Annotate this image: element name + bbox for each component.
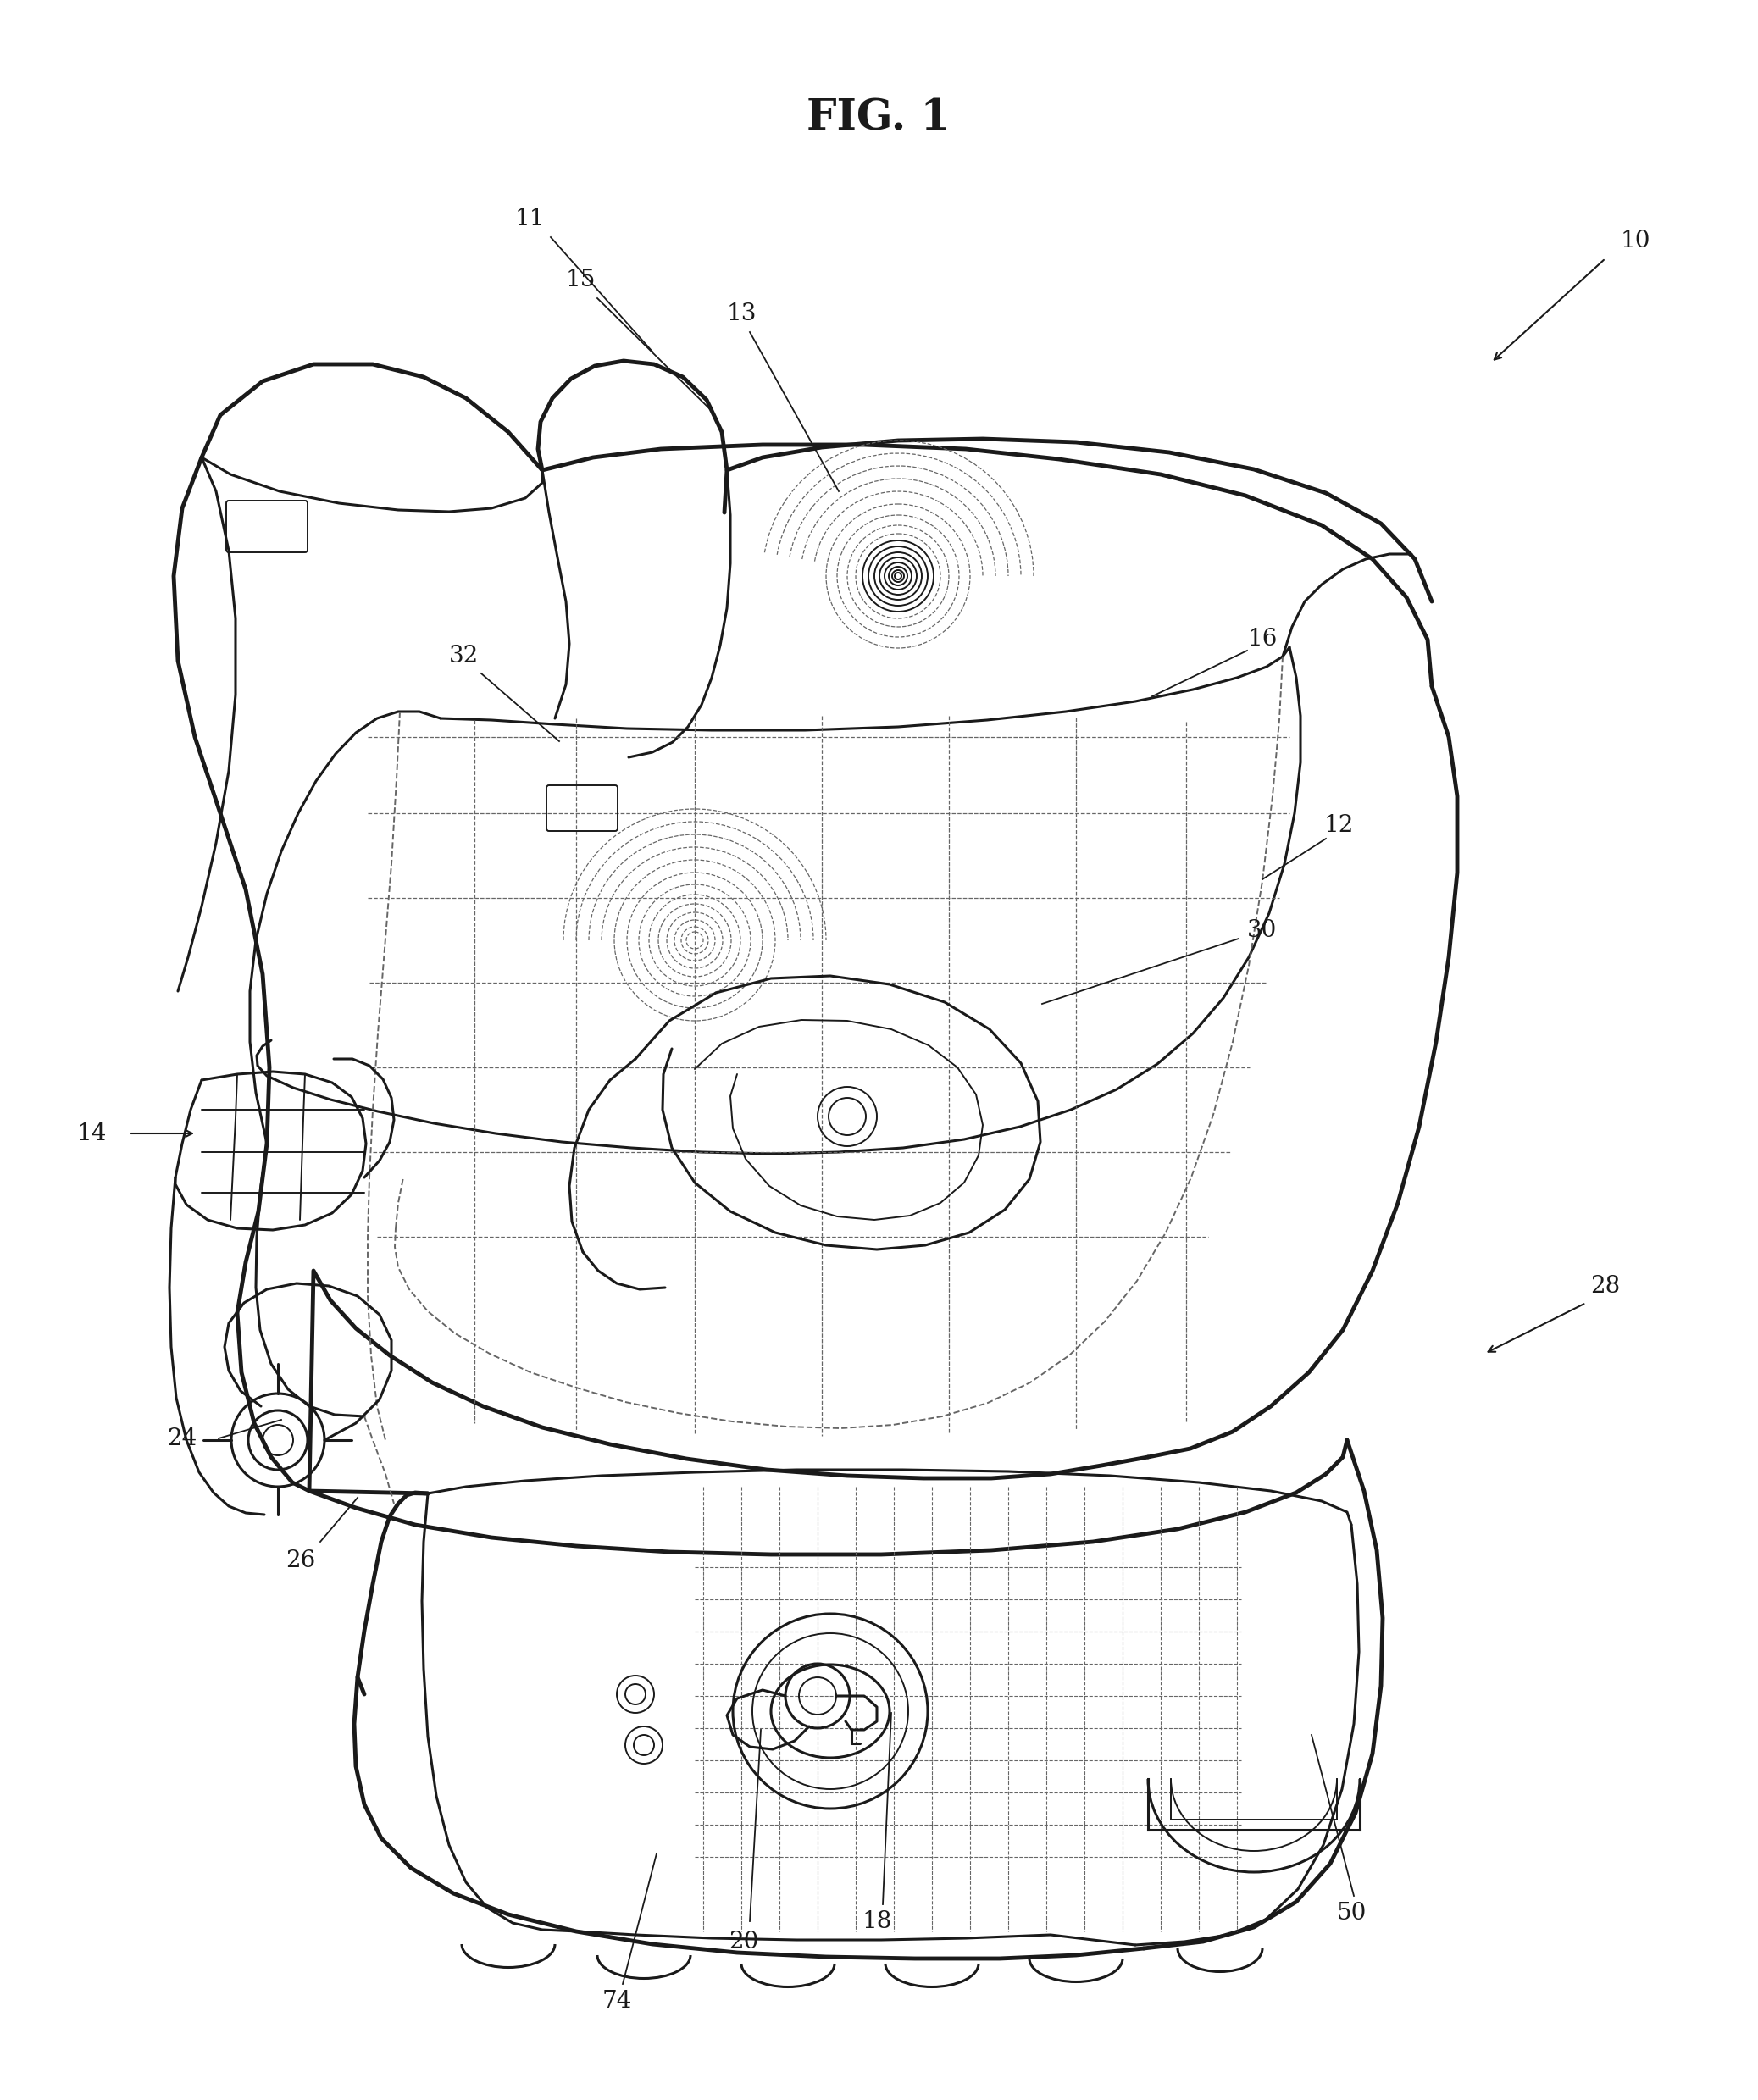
Text: 15: 15 [566, 269, 596, 292]
Text: 50: 50 [1336, 1900, 1366, 1924]
Text: 28: 28 [1591, 1275, 1621, 1298]
Text: 18: 18 [861, 1909, 891, 1932]
Text: 20: 20 [730, 1930, 759, 1953]
Text: 12: 12 [1324, 815, 1354, 838]
Text: 32: 32 [450, 645, 480, 668]
Text: 24: 24 [167, 1428, 197, 1449]
Text: 74: 74 [601, 1989, 631, 2012]
Text: 13: 13 [726, 302, 756, 326]
Text: 14: 14 [77, 1121, 107, 1144]
Text: 11: 11 [515, 208, 545, 231]
Text: 10: 10 [1621, 231, 1651, 252]
Text: 30: 30 [1248, 918, 1278, 941]
Text: FIG. 1: FIG. 1 [807, 99, 951, 139]
Text: 16: 16 [1248, 628, 1278, 651]
Text: 26: 26 [287, 1550, 316, 1571]
